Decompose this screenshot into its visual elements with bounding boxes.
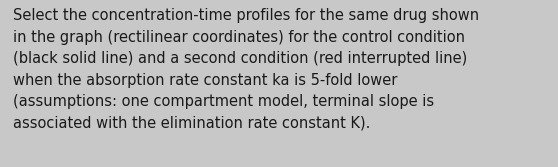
Text: Select the concentration-time profiles for the same drug shown
in the graph (rec: Select the concentration-time profiles f… xyxy=(13,8,479,131)
